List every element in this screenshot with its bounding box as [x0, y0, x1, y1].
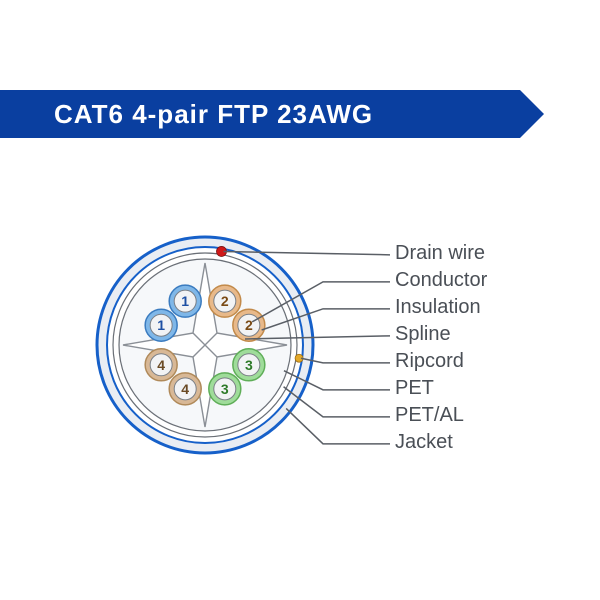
callout-drain_wire: Drain wire	[395, 240, 487, 267]
callout-petal: PET/AL	[395, 402, 487, 429]
leader-ripcord	[301, 358, 390, 363]
callout-labels: Drain wireConductorInsulationSplineRipco…	[395, 240, 487, 456]
callout-pet: PET	[395, 375, 487, 402]
pair-number: 1	[157, 317, 165, 333]
callout-conductor: Conductor	[395, 267, 487, 294]
pair-number: 2	[221, 293, 229, 309]
cable-cross-section-diagram: 11 22 33 44	[0, 0, 600, 600]
pair-number: 1	[181, 293, 189, 309]
callout-jacket: Jacket	[395, 429, 487, 456]
callout-ripcord: Ripcord	[395, 348, 487, 375]
pair-number: 2	[245, 317, 253, 333]
pair-number: 4	[157, 357, 165, 373]
pair-number: 3	[245, 357, 253, 373]
pair-number: 3	[221, 381, 229, 397]
callout-insulation: Insulation	[395, 294, 487, 321]
leader-jacket	[286, 408, 390, 443]
pair-number: 4	[181, 381, 189, 397]
callout-spline: Spline	[395, 321, 487, 348]
